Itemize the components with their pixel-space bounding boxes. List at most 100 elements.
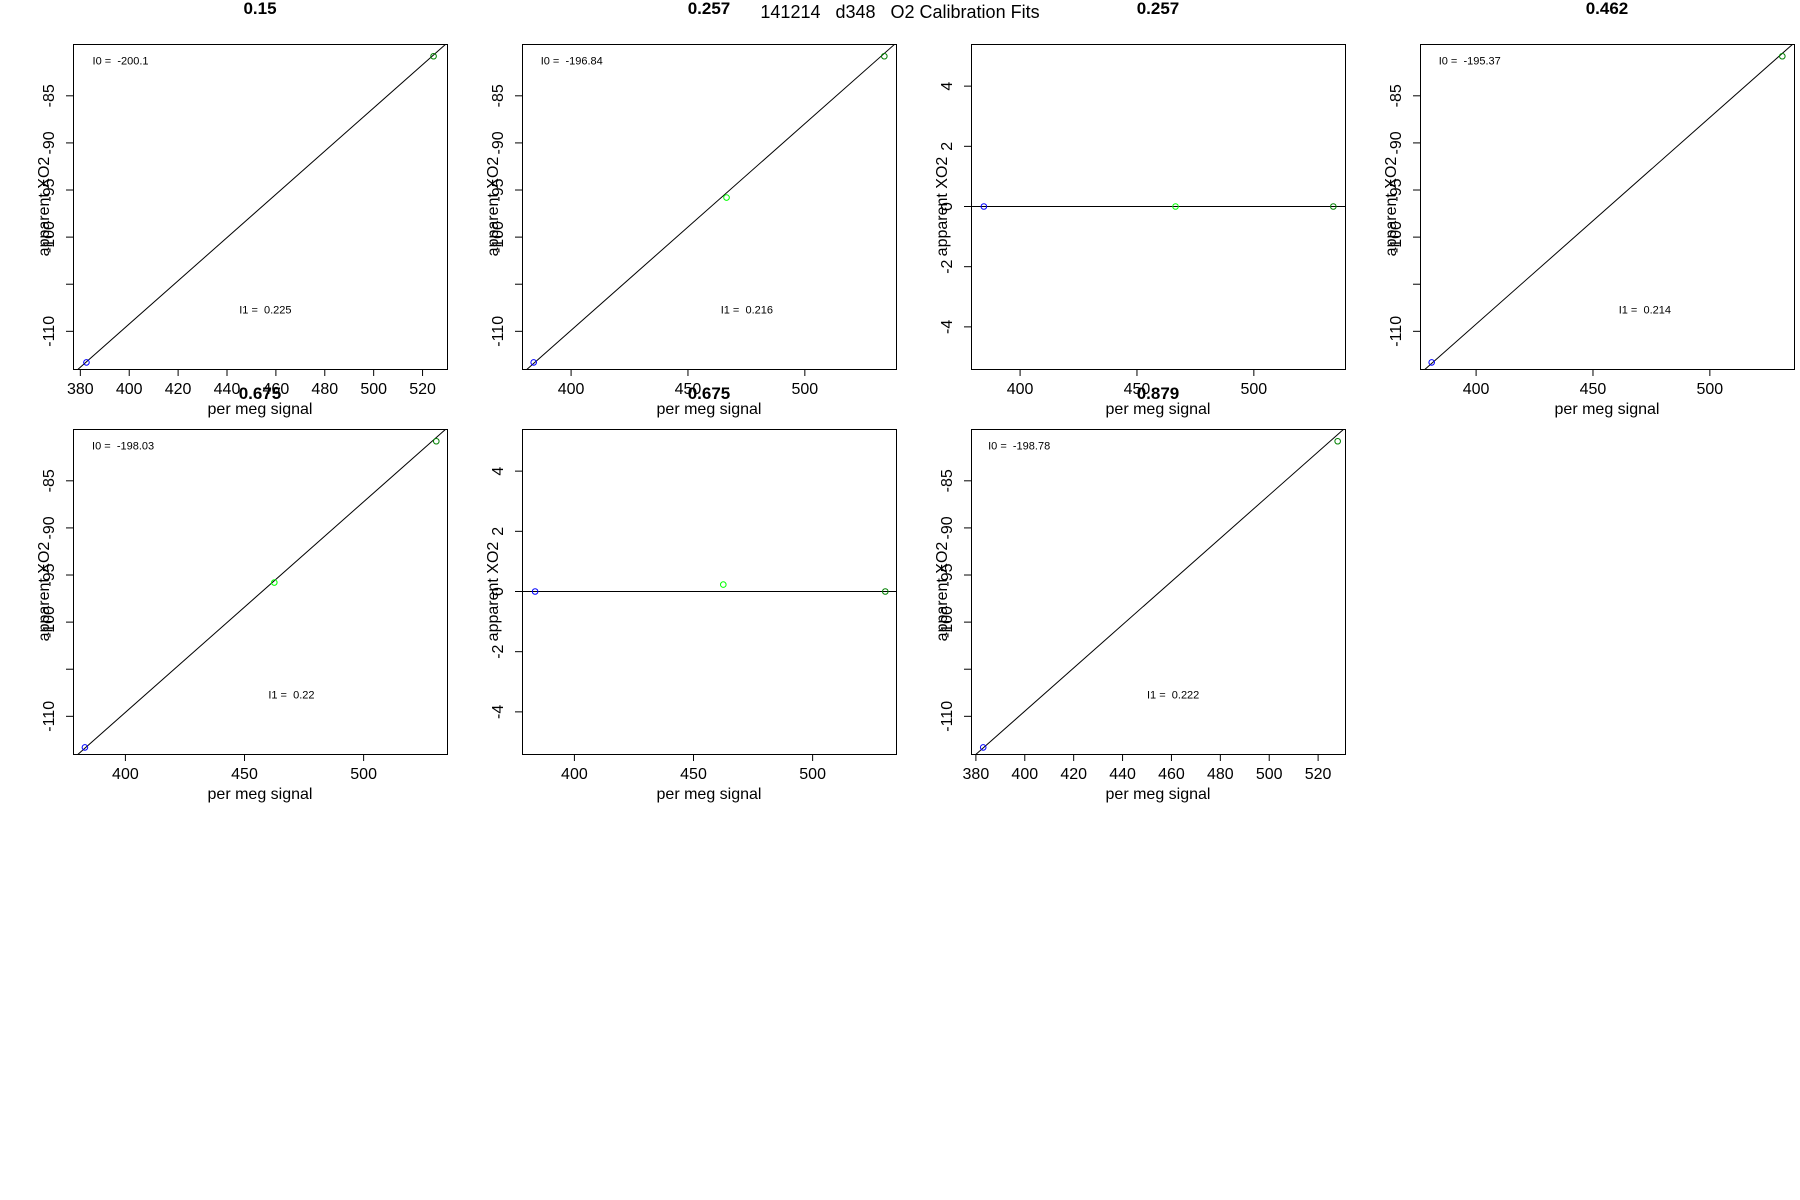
y-tick-label: -85 bbox=[490, 84, 507, 107]
data-point bbox=[270, 579, 278, 586]
y-tick-label: -95 bbox=[41, 178, 58, 201]
y-tick-label: -100 bbox=[41, 606, 58, 638]
chart-panel: 0.15 380 400 420 440 460 480 500 520 -85 -90 -95 -10… bbox=[36, 0, 448, 418]
x-tick-label: 420 bbox=[165, 381, 192, 398]
fit-line bbox=[77, 44, 447, 369]
x-tick-label: 520 bbox=[409, 381, 436, 398]
panel-title: 0.257 bbox=[688, 0, 731, 18]
y-axis-label: apparent XO2 bbox=[1383, 157, 1400, 257]
y-tick-label: -95 bbox=[1388, 178, 1405, 201]
chart-panel: 0.257 400 450 500 -85 -90 -95 -100 -110 per meg s… bbox=[485, 0, 897, 418]
x-tick-label: 480 bbox=[311, 381, 338, 398]
data-point bbox=[980, 203, 988, 210]
y-tick-label: -90 bbox=[490, 131, 507, 154]
plot-frame bbox=[1420, 44, 1795, 370]
y-tick-label: -85 bbox=[41, 84, 58, 107]
panel-title: 0.15 bbox=[243, 0, 276, 18]
y-tick-label: -95 bbox=[939, 563, 956, 586]
data-point bbox=[719, 581, 727, 588]
x-tick-label: 400 bbox=[116, 381, 143, 398]
x-axis-label: per meg signal bbox=[657, 401, 762, 418]
data-point bbox=[83, 359, 90, 366]
data-point bbox=[1172, 203, 1179, 210]
data-point bbox=[881, 588, 889, 595]
x-tick-label: 450 bbox=[680, 766, 707, 783]
y-tick-label: -90 bbox=[41, 131, 58, 154]
chart-panel: 0.879 380 400 420 440 460 480 500 520 -85 -90 -95 -1… bbox=[934, 384, 1346, 803]
x-axis-label: per meg signal bbox=[208, 786, 313, 803]
x-axis-label: per meg signal bbox=[1106, 786, 1211, 803]
x-tick-label: 440 bbox=[1109, 766, 1136, 783]
x-tick-label: 500 bbox=[350, 766, 377, 783]
chart-panel: 0.675 400 450 500 -85 -90 -95 -100 -110 per meg s… bbox=[36, 384, 448, 803]
y-tick-label: -4 bbox=[939, 320, 956, 334]
plot-frame bbox=[73, 429, 448, 755]
panel-title: 0.462 bbox=[1586, 0, 1629, 18]
data-point bbox=[881, 52, 888, 60]
data-point bbox=[1334, 437, 1341, 445]
data-point bbox=[1330, 203, 1337, 210]
y-tick-label: -110 bbox=[41, 701, 58, 732]
y-tick-label: -100 bbox=[490, 221, 507, 253]
y-tick-label: 2 bbox=[490, 527, 507, 536]
x-tick-label: 520 bbox=[1305, 766, 1332, 783]
chart-panel: 0.675 400 450 500 4 2 0 -2 -4 per meg signal appar… bbox=[485, 384, 897, 803]
x-tick-label: 400 bbox=[561, 766, 588, 783]
plot-frame bbox=[522, 44, 897, 370]
y-axis-label: apparent XO2 bbox=[485, 542, 502, 642]
y-tick-label: -100 bbox=[939, 606, 956, 638]
y-tick-label: -85 bbox=[939, 469, 956, 492]
x-tick-label: 500 bbox=[791, 381, 818, 398]
x-tick-label: 400 bbox=[112, 766, 139, 783]
x-tick-label: 460 bbox=[263, 381, 290, 398]
x-tick-label: 500 bbox=[360, 381, 387, 398]
x-axis-label: per meg signal bbox=[208, 401, 313, 418]
x-tick-label: 400 bbox=[1463, 381, 1490, 398]
x-tick-label: 450 bbox=[231, 766, 258, 783]
y-tick-label: 0 bbox=[939, 202, 956, 211]
y-tick-label: -90 bbox=[939, 516, 956, 539]
data-point bbox=[1779, 52, 1786, 60]
y-tick-label: -85 bbox=[1388, 84, 1405, 107]
fit-annotation: I1 = 0.22 bbox=[268, 689, 314, 701]
fit-line bbox=[975, 429, 1345, 754]
data-point bbox=[531, 588, 539, 595]
x-tick-label: 500 bbox=[1256, 766, 1283, 783]
fit-annotation: I1 = 0.222 bbox=[1147, 689, 1199, 701]
plot-frame bbox=[73, 44, 448, 370]
y-tick-label: 0 bbox=[490, 587, 507, 596]
data-point bbox=[81, 744, 89, 751]
data-point bbox=[530, 359, 537, 366]
panel-title: 0.257 bbox=[1137, 0, 1180, 18]
fit-annotation: I0 = -196.84 bbox=[541, 56, 603, 68]
x-tick-label: 380 bbox=[67, 381, 94, 398]
y-tick-label: -110 bbox=[41, 316, 58, 347]
chart-panel: 0.462 400 450 500 -85 -90 -95 -100 -110 per meg s… bbox=[1383, 0, 1795, 418]
fit-annotation: I0 = -200.1 bbox=[93, 56, 149, 68]
data-point bbox=[979, 744, 987, 751]
x-tick-label: 480 bbox=[1207, 766, 1234, 783]
x-tick-label: 450 bbox=[675, 381, 702, 398]
y-tick-label: 4 bbox=[490, 467, 507, 476]
x-axis-label: per meg signal bbox=[657, 786, 762, 803]
y-tick-label: -95 bbox=[490, 178, 507, 201]
x-tick-label: 440 bbox=[214, 381, 241, 398]
data-point bbox=[723, 194, 730, 201]
fit-line bbox=[1424, 44, 1794, 369]
y-tick-label: -4 bbox=[490, 705, 507, 719]
fit-annotation: I1 = 0.225 bbox=[239, 304, 291, 316]
x-tick-label: 400 bbox=[1007, 381, 1034, 398]
y-tick-label: -100 bbox=[41, 221, 58, 253]
panel-title: 0.675 bbox=[239, 384, 282, 403]
fit-annotation: I1 = 0.214 bbox=[1619, 304, 1671, 316]
fit-annotation: I0 = -198.78 bbox=[988, 441, 1050, 453]
x-tick-label: 450 bbox=[1124, 381, 1151, 398]
x-tick-label: 500 bbox=[1240, 381, 1267, 398]
y-tick-label: 2 bbox=[939, 142, 956, 151]
fit-line bbox=[526, 44, 896, 369]
panel-title: 0.879 bbox=[1137, 384, 1180, 403]
fit-annotation: I1 = 0.216 bbox=[721, 304, 773, 316]
y-axis-label: apparent XO2 bbox=[36, 157, 53, 257]
x-tick-label: 460 bbox=[1158, 766, 1185, 783]
